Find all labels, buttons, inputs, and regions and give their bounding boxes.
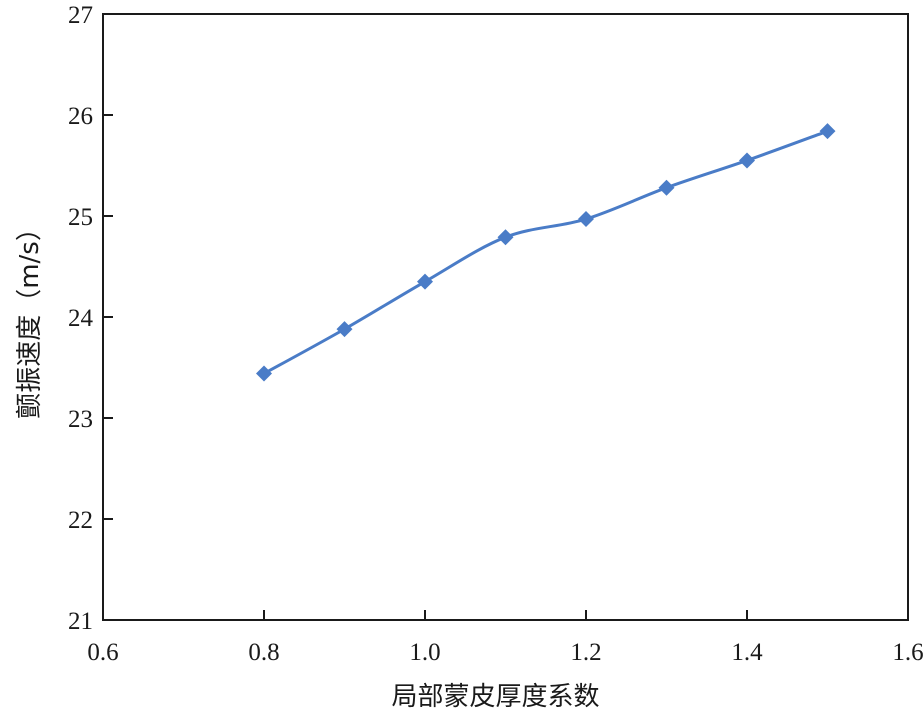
x-tick-label: 0.6 [87, 639, 118, 666]
x-tick-label: 1.0 [409, 639, 440, 666]
y-tick-label: 26 [68, 103, 93, 130]
y-tick-label: 21 [68, 608, 93, 635]
x-tick-label: 1.6 [892, 639, 923, 666]
x-axis-ticks: 0.6 0.8 1.0 1.2 1.4 1.6 [87, 610, 924, 666]
x-tick-label: 1.4 [731, 639, 763, 666]
y-tick-label: 25 [68, 204, 93, 231]
y-tick-label: 22 [68, 507, 93, 534]
x-tick-label: 0.8 [248, 639, 279, 666]
data-point-marker [819, 123, 836, 140]
y-axis-ticks: 21 22 23 24 25 26 27 [68, 2, 113, 635]
data-point-marker [739, 152, 755, 169]
x-axis-title: 局部蒙皮厚度系数 [391, 682, 599, 712]
data-point-marker [497, 229, 514, 246]
data-point-marker [256, 365, 272, 382]
series-line [263, 129, 829, 375]
y-axis-title: 颤振速度（m/s） [15, 215, 45, 419]
data-point-marker [658, 179, 675, 196]
y-tick-label: 24 [68, 305, 94, 332]
data-point-marker [336, 321, 353, 338]
series-markers [256, 123, 836, 382]
y-tick-label: 23 [68, 406, 93, 433]
y-tick-label: 27 [68, 2, 93, 29]
data-point-marker [578, 211, 594, 228]
data-point-marker [417, 273, 433, 290]
plot-area-frame [102, 13, 909, 621]
x-tick-label: 1.2 [570, 639, 601, 666]
